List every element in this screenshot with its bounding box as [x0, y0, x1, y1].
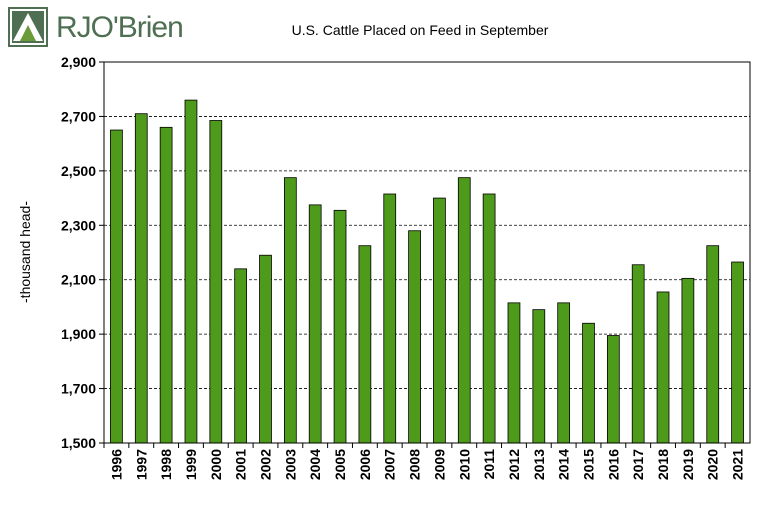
bar-2019 — [681, 277, 695, 444]
bar-2011 — [482, 193, 496, 444]
brand-name: RJO'Brien — [56, 11, 184, 44]
bar-2020 — [706, 245, 720, 444]
x-tick-label: 2017 — [630, 449, 646, 480]
rjobrien-logo: RJO'Brien — [8, 7, 184, 47]
y-tick-label: 2,700 — [61, 108, 96, 124]
chart-title: U.S. Cattle Placed on Feed in September — [291, 22, 549, 38]
y-tick-label: 2,300 — [61, 217, 96, 233]
x-tick-label: 2019 — [680, 449, 696, 480]
x-tick-label: 2010 — [456, 449, 472, 480]
bar-2006 — [358, 245, 372, 444]
bar-2010 — [457, 177, 471, 444]
bar-2009 — [433, 197, 446, 444]
bar-2000 — [209, 120, 223, 444]
bar-1996 — [110, 129, 123, 444]
bar-2003 — [283, 177, 297, 444]
x-tick-label: 2020 — [705, 449, 721, 480]
x-tick-label: 2021 — [730, 449, 746, 480]
bar-2013 — [532, 309, 546, 444]
x-tick-label: 1996 — [108, 449, 124, 480]
x-tick-label: 2000 — [208, 449, 224, 480]
bars — [110, 99, 744, 444]
y-tick-label: 1,700 — [61, 381, 96, 397]
bar-1997 — [134, 113, 148, 444]
bar-2021 — [731, 261, 744, 444]
x-tick-label: 2013 — [531, 449, 547, 480]
bar-2012 — [507, 302, 521, 444]
y-axis-label: -thousand head- — [17, 201, 33, 303]
x-tick-label: 2005 — [332, 449, 348, 480]
bar-2007 — [383, 193, 397, 444]
x-tick-label: 2011 — [481, 449, 497, 480]
x-tick-label: 2014 — [556, 449, 572, 480]
x-axis-ticks: 1996 1997 1998 1999 2000 2001 2002 2003 2004 2005… — [103, 443, 746, 480]
bar-1998 — [159, 126, 173, 444]
x-tick-label: 2006 — [357, 449, 373, 480]
bar-2017 — [631, 264, 645, 444]
x-tick-label: 2012 — [506, 449, 522, 480]
x-tick-label: 2018 — [655, 449, 671, 480]
x-tick-label: 2016 — [605, 449, 621, 480]
x-tick-label: 1997 — [133, 449, 149, 480]
bar-2015 — [582, 322, 595, 444]
bar-1999 — [184, 99, 198, 444]
bar-2001 — [234, 268, 248, 444]
y-tick-label: 2,900 — [61, 54, 96, 70]
x-tick-label: 2003 — [282, 449, 298, 480]
logo-mark-icon — [8, 7, 48, 47]
bar-2018 — [656, 291, 670, 444]
gridlines — [104, 116, 750, 389]
y-tick-label: 2,100 — [61, 272, 96, 288]
y-tick-label: 1,500 — [61, 435, 96, 451]
bar-2004 — [308, 204, 322, 444]
bar-2014 — [557, 302, 571, 444]
x-tick-label: 2001 — [233, 449, 249, 480]
bar-2008 — [408, 230, 421, 444]
x-tick-label: 2007 — [382, 449, 398, 480]
x-tick-label: 2009 — [431, 449, 447, 480]
bar-2002 — [259, 254, 272, 444]
bar-2016 — [606, 335, 620, 444]
plot-frame — [103, 61, 751, 444]
x-tick-label: 2004 — [307, 449, 323, 480]
x-tick-label: 2002 — [258, 449, 274, 480]
y-tick-label: 1,900 — [61, 326, 96, 342]
x-tick-label: 1998 — [158, 449, 174, 480]
y-tick-label: 2,500 — [61, 163, 96, 179]
x-tick-label: 1999 — [183, 449, 199, 480]
bar-2005 — [333, 209, 347, 444]
y-axis-ticks: 1,500 1,700 1,900 2,100 2,300 2,500 2,700 2,900 — [61, 54, 104, 451]
x-tick-label: 2008 — [407, 449, 423, 480]
x-tick-label: 2015 — [581, 449, 597, 480]
